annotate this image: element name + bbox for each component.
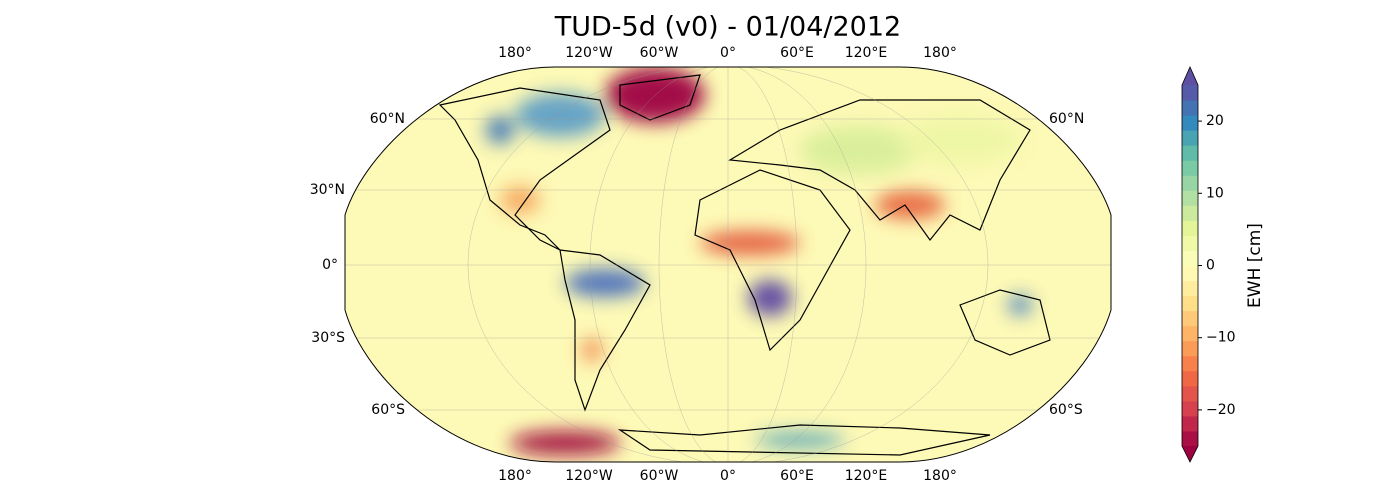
lat-label-left: 60°N [370,111,405,127]
lon-label-bottom: 60°W [640,468,679,484]
graticule-labels: 180° 180° 120°W 120°W 60°W 60°W 0° 0° 60°E 60°E 12… [310,45,1085,484]
colorbar-segment [1182,130,1198,146]
colorbar-tick-label: −10 [1206,330,1236,346]
lon-label-top: 120°E [845,45,888,61]
title: TUD-5d (v0) - 01/04/2012 [554,12,901,43]
colorbar: −20 −10 0 10 20 EWH [cm] [1181,66,1265,463]
lon-label-top: 0° [720,45,736,61]
colorbar-segment [1182,85,1198,101]
colorbar-segment [1182,340,1198,357]
colorbar-tick-label: −20 [1206,402,1236,418]
colorbar-extend-bottom [1182,446,1198,462]
lon-label-bottom: 60°E [780,468,814,484]
lat-label-right: 60°N [1049,111,1084,127]
colorbar-segment [1182,175,1198,191]
lat-label-left: 30°N [310,182,345,198]
colorbar-segment [1182,370,1198,387]
colorbar-segment [1182,430,1198,447]
map-field [345,67,1111,462]
lon-label-top: 180° [923,45,957,61]
colorbar-segment [1182,295,1198,312]
lat-label-left: 0° [322,257,338,273]
lon-label-bottom: 120°W [565,468,613,484]
lat-label-left: 30°S [311,330,345,346]
lon-label-bottom: 120°E [845,468,888,484]
lat-label-right: 60°S [1049,402,1083,418]
lat-label-left: 60°S [371,402,405,418]
lon-label-top: 60°E [780,45,814,61]
colorbar-segment [1182,385,1198,402]
colorbar-label: EWH [cm] [1245,223,1265,308]
colorbar-segment [1182,220,1198,236]
colorbar-segment [1182,265,1198,282]
lon-label-top: 180° [498,45,532,61]
colorbar-tick-label: 10 [1206,185,1224,201]
colorbar-segment [1182,235,1198,251]
colorbar-tick-label: 0 [1206,258,1215,274]
colorbar-outline [1181,66,1199,463]
lon-label-bottom: 180° [923,468,957,484]
colorbar-segment [1182,190,1198,206]
lon-label-bottom: 180° [498,468,532,484]
colorbar-segment [1182,160,1198,176]
map-outline [344,66,1112,463]
colorbar-segment [1182,100,1198,116]
lon-label-top: 120°W [565,45,613,61]
colorbar-segment [1182,325,1198,342]
colorbar-segment [1182,415,1198,432]
lon-label-bottom: 0° [720,468,736,484]
colorbar-segment [1182,280,1198,297]
lon-label-top: 60°W [640,45,679,61]
colorbar-segment [1182,115,1198,131]
colorbar-segment [1182,205,1198,221]
colorbar-segment [1182,310,1198,327]
colorbar-segment [1182,400,1198,417]
colorbar-tick-label: 20 [1206,113,1224,129]
colorbar-segment [1182,355,1198,372]
colorbar-segment [1182,250,1198,266]
colorbar-extend-top [1182,67,1198,85]
colorbar-segment [1182,145,1198,161]
